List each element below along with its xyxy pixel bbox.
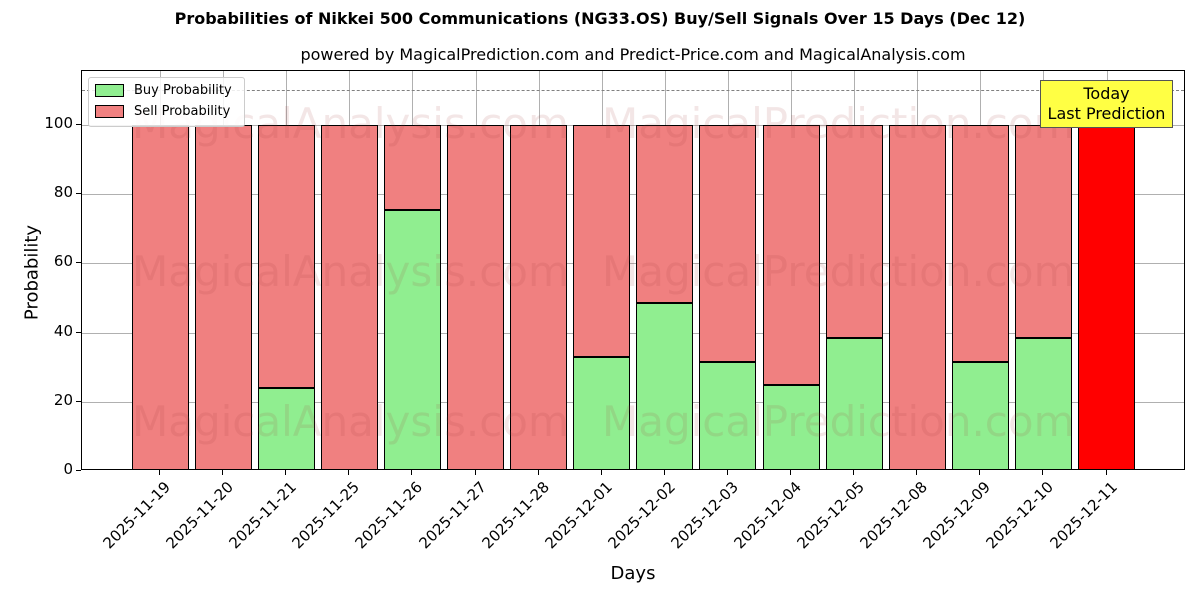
chart-title: Probabilities of Nikkei 500 Communicatio… (174, 9, 1026, 28)
x-tick-mark (790, 470, 791, 475)
x-tick-label: 2025-12-01 (541, 478, 616, 553)
x-tick-mark (411, 470, 413, 475)
bar-sell (573, 125, 631, 357)
x-tick-mark (537, 470, 539, 475)
bar-buy (1014, 337, 1072, 469)
x-tick-label: 2025-12-08 (856, 478, 932, 553)
x-tick-mark (979, 470, 981, 475)
x-tick-label: 2025-12-03 (667, 478, 742, 553)
x-tick-label: 2025-11-21 (225, 478, 301, 553)
bar-buy (383, 209, 441, 469)
bar-today (1078, 125, 1135, 469)
x-tick-label: 2025-12-10 (982, 478, 1058, 553)
y-tick-label: 60 (53, 252, 73, 271)
bar-buy (699, 362, 757, 469)
y-tick-mark (76, 331, 81, 333)
y-tick-label: 0 (63, 460, 73, 478)
buy-swatch-icon (95, 84, 124, 97)
gridline-horizontal (82, 125, 1184, 126)
bar-sell (888, 125, 946, 469)
bar-sell (951, 125, 1009, 362)
x-tick-label: 2025-12-05 (793, 478, 869, 553)
y-tick-label: 40 (53, 321, 73, 340)
bar-sell (510, 125, 568, 469)
x-tick-label: 2025-12-09 (919, 478, 995, 553)
x-tick-mark (348, 470, 350, 475)
x-tick-label: 2025-12-02 (604, 478, 679, 553)
x-tick-mark (222, 470, 224, 475)
legend: Buy Probability Sell Probability (88, 77, 245, 127)
bar-sell (194, 125, 252, 469)
x-tick-mark (726, 470, 728, 475)
x-tick-mark (1042, 470, 1044, 475)
x-tick-mark (1105, 470, 1107, 475)
y-axis-label: Probability (21, 224, 43, 321)
x-tick-mark (600, 470, 602, 475)
bar-sell (320, 125, 378, 469)
x-tick-mark (916, 470, 918, 475)
gridline-horizontal (82, 194, 1184, 196)
y-tick-mark (76, 400, 81, 402)
x-tick-mark (663, 470, 665, 475)
bar-buy (762, 385, 820, 469)
legend-sell-label: Sell Probability (134, 104, 231, 119)
reference-line (82, 90, 1184, 92)
gridline-horizontal (82, 401, 1184, 403)
bar-buy (257, 387, 315, 469)
y-tick-mark (76, 124, 81, 125)
today-annotation: Today Last Prediction (1040, 80, 1173, 128)
bar-buy (825, 337, 883, 469)
x-tick-mark (159, 470, 160, 475)
bar-sell (383, 125, 441, 210)
y-tick-mark (76, 193, 81, 195)
bar-sell (447, 125, 504, 469)
x-tick-label: 2025-11-20 (162, 478, 238, 553)
x-tick-label: 2025-12-04 (730, 478, 805, 553)
x-tick-label: 2025-11-19 (99, 478, 174, 553)
bar-sell (636, 125, 694, 304)
annotation-line2: Last Prediction (1047, 104, 1166, 123)
sell-swatch-icon (95, 105, 124, 118)
gridline-horizontal (82, 332, 1184, 334)
bar-sell (762, 125, 820, 386)
x-tick-label: 2025-12-11 (1046, 478, 1121, 553)
chart-subtitle: powered by MagicalPrediction.com and Pre… (300, 45, 966, 64)
bar-buy (636, 303, 694, 469)
legend-item-sell: Sell Probability (95, 104, 230, 119)
x-tick-mark (474, 470, 476, 475)
y-tick-mark (76, 470, 81, 471)
y-tick-mark (76, 262, 81, 264)
bar-sell (131, 125, 189, 469)
plot-area: MagicalAnalysis.com MagicalPrediction.com… (81, 70, 1185, 470)
bar-sell (1014, 125, 1072, 338)
bar-sell (825, 125, 883, 338)
bar-sell (257, 125, 315, 388)
gridline-horizontal (82, 263, 1184, 265)
x-tick-label: 2025-11-27 (415, 478, 490, 553)
x-tick-mark (853, 470, 855, 475)
bar-buy (573, 356, 631, 469)
y-tick-label: 100 (44, 114, 73, 132)
bar-sell (699, 125, 757, 362)
x-tick-label: 2025-11-25 (288, 478, 364, 553)
legend-item-buy: Buy Probability (95, 83, 232, 98)
x-axis-label: Days (610, 563, 656, 584)
x-tick-mark (285, 470, 287, 475)
y-tick-label: 20 (53, 390, 73, 409)
x-tick-label: 2025-11-26 (351, 478, 427, 553)
legend-buy-label: Buy Probability (134, 83, 232, 98)
bar-buy (951, 362, 1009, 469)
annotation-line1: Today (1083, 84, 1130, 103)
y-tick-label: 80 (53, 183, 73, 202)
